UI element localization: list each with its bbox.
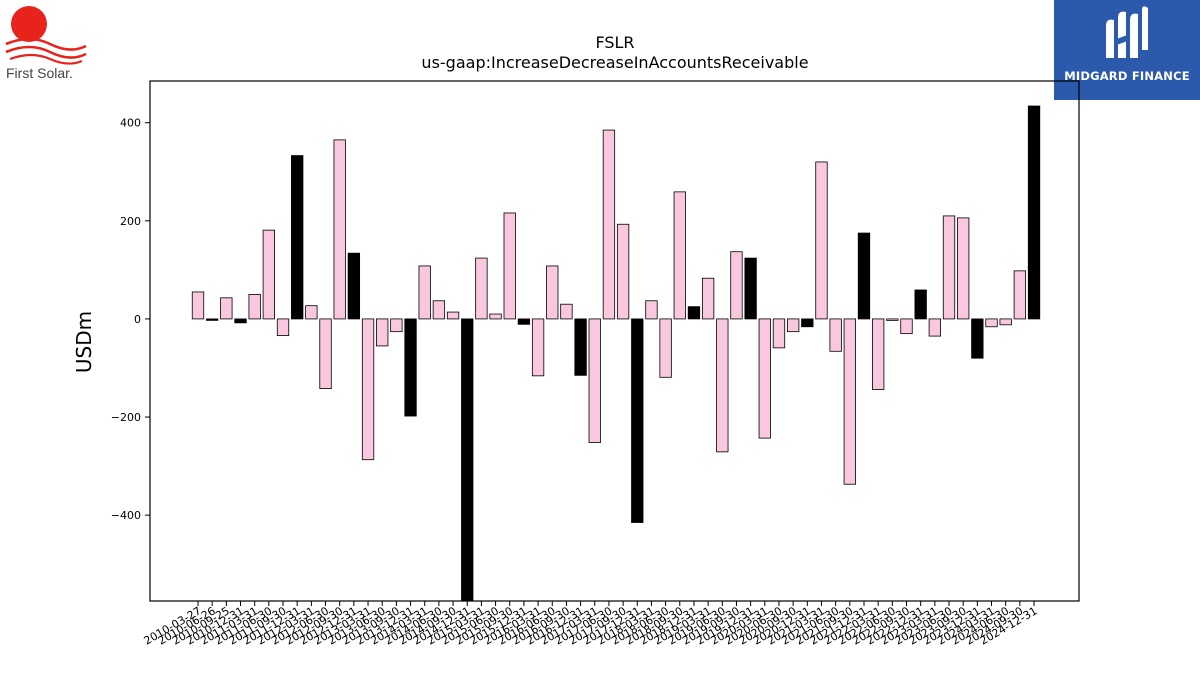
bar-2017-06-30: [602, 129, 616, 320]
bar-2023-06-30: [942, 215, 956, 320]
y-axis-label: USDm: [72, 311, 96, 373]
bar-2012-09-30: [333, 139, 346, 320]
bar-2010-03-27: [191, 291, 205, 320]
bar-2018-06-30: [659, 318, 672, 378]
bar-2019-03-31: [701, 277, 715, 320]
bar-2023-03-31: [928, 318, 941, 337]
bar-2012-12-31: [347, 252, 361, 320]
bar-2018-12-31: [687, 306, 701, 320]
bar-2022-03-31: [872, 318, 885, 390]
bar-2014-09-30: [446, 311, 460, 320]
bar-2024-03-31: [985, 318, 998, 328]
bar-2024-09-30: [1013, 270, 1027, 320]
bar-2010-09-25: [220, 297, 233, 320]
bar-2017-09-30: [616, 223, 630, 320]
logo-left-text: First Solar.: [6, 65, 73, 81]
y-tick-label: −200: [111, 411, 141, 424]
bars-group: [191, 105, 1041, 602]
bar-2013-03-31: [361, 318, 375, 461]
logo-wave-1: [5, 37, 87, 51]
bar-2022-06-30: [886, 318, 899, 321]
bar-2021-06-30: [829, 318, 842, 352]
bar-2017-12-31: [631, 318, 644, 523]
bar-2024-12-31: [1027, 105, 1041, 320]
bar-2011-12-31: [291, 155, 304, 320]
bar-2016-09-30: [560, 303, 573, 320]
y-tick-label: 400: [120, 117, 141, 130]
bar-2023-09-30: [957, 217, 970, 320]
bar-2013-06-30: [376, 318, 389, 347]
bar-2017-03-31: [588, 318, 601, 443]
logo-wave-2: [5, 45, 87, 59]
logo-wave-3: [9, 53, 83, 65]
bar-2016-06-30: [546, 265, 559, 320]
bar-2015-06-30: [489, 313, 502, 320]
bar-2018-09-30: [673, 191, 686, 320]
bar-2014-12-31: [461, 318, 474, 602]
y-tick-label: −400: [111, 509, 141, 522]
bar-2015-12-31: [517, 318, 531, 325]
bar-2010-12-31: [234, 318, 247, 324]
bar-2023-12-31: [971, 318, 984, 359]
bar-2020-06-30: [772, 318, 786, 349]
y-tick-label: 200: [120, 215, 141, 228]
first-solar-logo: First Solar.: [0, 0, 100, 90]
bar-2011-03-31: [248, 293, 261, 320]
plot-frame: [149, 80, 1080, 602]
bar-2020-12-31: [801, 318, 814, 328]
bar-2019-12-31: [744, 257, 757, 320]
chart-subtitle: us-gaap:IncreaseDecreaseInAccountsReceiv…: [421, 53, 808, 72]
bar-2016-12-31: [574, 318, 587, 376]
sun-icon: [11, 6, 47, 42]
bar-2019-09-30: [730, 251, 743, 320]
chart-title: FSLR: [595, 33, 634, 52]
bar-2010-06-26: [206, 318, 219, 321]
bar-2015-03-31: [475, 257, 488, 320]
bar-2013-12-31: [404, 318, 417, 417]
bar-2011-09-30: [276, 318, 290, 337]
bar-2014-06-30: [432, 300, 446, 320]
midgard-mark-icon: [1106, 6, 1148, 59]
bar-2012-03-31: [305, 305, 318, 320]
bar-2024-06-30: [999, 318, 1012, 326]
bar-2020-09-30: [786, 318, 800, 333]
bar-2014-03-31: [418, 265, 431, 320]
bar-2021-03-31: [815, 161, 828, 320]
midgard-finance-logo: MIDGARD FINANCE: [1054, 0, 1200, 100]
bar-2020-03-31: [758, 318, 771, 439]
bar-2011-06-30: [262, 229, 276, 320]
bar-2015-09-30: [503, 212, 516, 320]
logo-right-text: MIDGARD FINANCE: [1064, 69, 1190, 83]
y-tick-label: 0: [134, 313, 141, 326]
bar-2022-09-30: [900, 318, 913, 335]
bar-2013-09-30: [390, 318, 403, 333]
bar-2019-06-30: [716, 318, 729, 453]
bar-2016-03-31: [531, 318, 545, 377]
bar-2018-03-31: [645, 300, 658, 320]
bar-2022-12-31: [914, 289, 927, 320]
x-axis: 2010-03-272010-06-262010-09-252010-12-31…: [142, 601, 1040, 648]
bar-2012-06-30: [319, 318, 332, 389]
bar-2021-09-30: [843, 318, 856, 485]
y-axis: 400 200 0 −200 −400: [111, 117, 150, 522]
bar-2021-12-31: [857, 232, 871, 320]
